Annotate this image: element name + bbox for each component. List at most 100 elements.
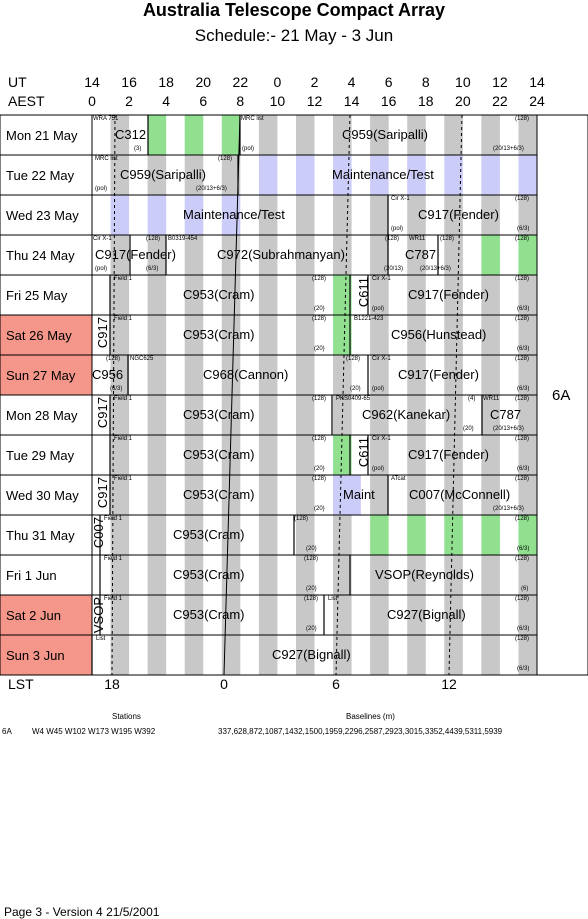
hour-stripe xyxy=(407,475,426,515)
hour-stripe xyxy=(258,555,278,595)
hour-stripe xyxy=(333,155,352,195)
page-footer: Page 3 - Version 4 21/5/2001 xyxy=(4,905,160,919)
project-label: C953(Cram) xyxy=(183,287,255,302)
project-label: C953(Cram) xyxy=(183,447,255,462)
day-label: Thu 31 May xyxy=(6,528,75,543)
config-note: (6/3) xyxy=(517,306,530,312)
day-label: Mon 21 May xyxy=(6,128,78,143)
config-note: (20/13) xyxy=(384,266,404,272)
weekend-cell xyxy=(0,635,92,675)
source-label: Field 1 xyxy=(104,556,123,562)
aest-tick: 16 xyxy=(380,93,397,109)
maint-block xyxy=(333,475,361,515)
hour-stripe xyxy=(221,635,241,675)
hour-stripe xyxy=(518,275,537,315)
aest-tick: 4 xyxy=(162,93,171,109)
project-label: C927(Bignall) xyxy=(272,647,351,662)
day-label: Sun 27 May xyxy=(6,368,76,383)
config-note: (20) xyxy=(314,466,325,472)
project-label-vertical: C917 xyxy=(95,477,110,509)
hour-stripe xyxy=(110,595,130,635)
channel-note: (128) xyxy=(312,276,327,282)
source-label: Field 1 xyxy=(114,316,133,322)
source-label: Cir X-1 xyxy=(93,236,112,242)
source-label: Field 1 xyxy=(104,596,123,602)
project-label: C953(Cram) xyxy=(173,527,245,542)
hour-stripe xyxy=(370,555,389,595)
config-note: (20) xyxy=(306,626,317,632)
source-label: Cir X-1 xyxy=(391,196,410,202)
source-label: WRA 751 xyxy=(93,116,119,122)
weekend-cell xyxy=(0,315,92,355)
day-label: Wed 30 May xyxy=(6,488,79,503)
hour-stripe xyxy=(370,155,389,195)
channel-note: (128) xyxy=(312,396,327,402)
hour-stripe xyxy=(444,635,463,675)
config-note: (6/3) xyxy=(146,266,159,272)
hour-stripe xyxy=(147,235,167,275)
config-note: (6) xyxy=(521,586,529,592)
config-note: (6/3) xyxy=(517,226,530,232)
project-label: Maintenance/Test xyxy=(183,207,285,222)
channel-note: (128) xyxy=(146,236,161,242)
config-note: (20) xyxy=(463,426,474,432)
hour-stripe xyxy=(258,155,278,195)
source-label: WR11 xyxy=(483,396,500,402)
hour-stripe xyxy=(184,555,204,595)
day-label: Mon 28 May xyxy=(6,408,78,423)
aest-tick: 0 xyxy=(88,93,96,109)
hour-stripe xyxy=(407,355,426,395)
hour-stripe xyxy=(258,435,278,475)
hour-stripe xyxy=(147,155,167,195)
hour-stripe xyxy=(110,555,130,595)
hour-stripe xyxy=(481,115,500,155)
lst-tick: 0 xyxy=(220,676,228,692)
lst-tick: 6 xyxy=(332,676,340,692)
hour-stripe xyxy=(295,315,315,355)
stations-list: W4 W45 W102 W173 W195 W392 xyxy=(32,727,156,736)
config-note: (20/13+6/3) xyxy=(420,266,451,272)
config-note: (6/3) xyxy=(517,466,530,472)
hour-stripe xyxy=(295,515,315,555)
hour-stripe xyxy=(407,515,426,555)
hour-stripe xyxy=(444,395,463,435)
hour-stripe xyxy=(370,195,389,235)
hour-stripe xyxy=(258,195,278,235)
ut-tick: 20 xyxy=(195,74,212,90)
hour-stripe xyxy=(295,555,315,595)
hour-stripe xyxy=(221,315,241,355)
hour-stripe xyxy=(333,115,352,155)
config-note: (20) xyxy=(314,306,325,312)
lst-label: LST xyxy=(8,676,34,692)
project-label: C953(Cram) xyxy=(183,407,255,422)
hour-stripe xyxy=(221,515,241,555)
hour-stripe xyxy=(407,395,426,435)
channel-note: (128) xyxy=(515,516,530,522)
source-label: B1221-423 xyxy=(354,316,384,322)
channel-note: (128) xyxy=(106,356,121,362)
aest-tick: 22 xyxy=(492,93,508,109)
hour-stripe xyxy=(481,515,500,555)
config-note: (20) xyxy=(314,346,325,352)
project-label: C927(Bignall) xyxy=(387,607,466,622)
weekend-cell xyxy=(0,595,92,635)
hour-stripe xyxy=(147,435,167,475)
weekend-cell xyxy=(0,355,92,395)
aest-tick: 12 xyxy=(306,93,323,109)
config-note: (6/3) xyxy=(517,626,530,632)
hour-stripe xyxy=(333,435,352,475)
config-note: (20) xyxy=(306,546,317,552)
project-label: C917(Fender) xyxy=(408,287,489,302)
hour-stripe xyxy=(258,355,278,395)
array-config: 6A xyxy=(552,387,571,404)
config-note: (20) xyxy=(350,386,361,392)
project-label: C007(McConnell) xyxy=(409,487,511,502)
page-subtitle: Schedule:- 21 May - 3 Jun xyxy=(194,26,394,45)
hour-stripe xyxy=(258,635,278,675)
channel-note: (128) xyxy=(312,436,327,442)
aest-tick: 14 xyxy=(343,93,360,109)
hour-stripe xyxy=(444,315,463,355)
config-note: (6/3) xyxy=(517,666,530,672)
source-label: WR11 xyxy=(409,236,426,242)
hour-stripe xyxy=(295,435,315,475)
